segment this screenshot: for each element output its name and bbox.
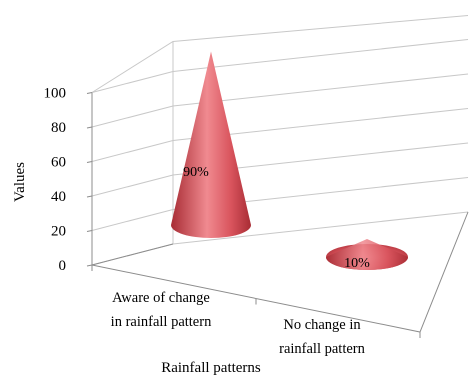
y-tick-label: 20 — [51, 224, 66, 240]
y-tick-label: 60 — [51, 155, 66, 171]
y-tick-label: 100 — [44, 86, 67, 102]
y-tick-label: 40 — [51, 189, 66, 205]
cone-body — [171, 51, 251, 238]
wall-top-edge — [91, 15, 469, 93]
x-axis-title: Rainfall patterns — [161, 360, 261, 376]
y-tick-mark — [86, 126, 93, 129]
data-label: 90% — [183, 165, 209, 180]
y-tick-label: 80 — [51, 120, 66, 136]
gridline — [91, 177, 469, 231]
floor-left-edge — [91, 243, 174, 266]
y-axis-title: Values — [12, 162, 28, 202]
gridline — [91, 73, 469, 128]
y-tick-labels: 0 20 40 60 80 100 — [44, 86, 67, 275]
y-tick-mark — [86, 230, 93, 232]
data-labels: 90% 10% — [183, 165, 370, 271]
gridline — [91, 211, 469, 266]
gridline — [91, 142, 469, 197]
cone-mark — [171, 51, 251, 238]
axes — [86, 92, 469, 338]
y-tick-mark — [86, 264, 93, 267]
cone-marks — [171, 51, 408, 270]
cone-mark — [326, 239, 408, 270]
gridline — [91, 39, 469, 93]
category-label: Aware of change in rainfall pattern — [111, 290, 212, 330]
gridlines — [91, 15, 469, 266]
y-tick-mark — [86, 195, 93, 198]
category-labels: Aware of change in rainfall pattern No cha… — [111, 290, 366, 357]
cone-body — [326, 239, 408, 270]
y-tick-mark — [86, 92, 93, 94]
category-label: No change in rainfall pattern — [279, 317, 365, 357]
y-tick-mark — [86, 161, 93, 163]
data-label: 10% — [344, 256, 370, 271]
gridline — [91, 108, 469, 162]
y-tick-label: 0 — [59, 258, 67, 274]
